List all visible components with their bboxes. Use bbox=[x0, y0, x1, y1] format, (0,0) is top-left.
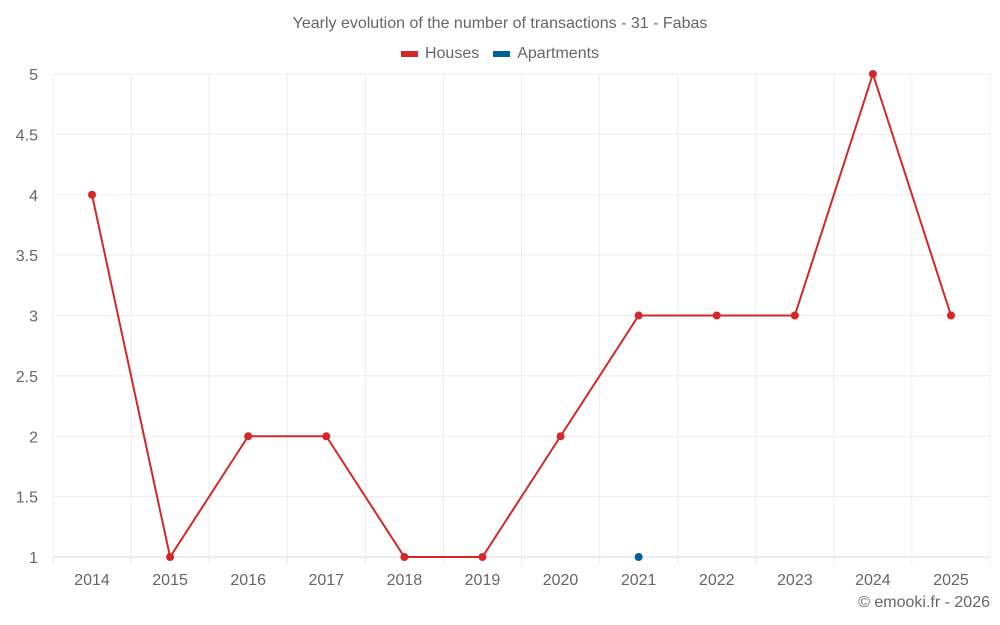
apartments-swatch-icon bbox=[493, 51, 511, 57]
y-tick-label: 5 bbox=[29, 67, 38, 84]
data-point-houses[interactable] bbox=[88, 190, 96, 199]
houses-swatch-icon bbox=[400, 51, 418, 57]
data-point-houses[interactable] bbox=[634, 311, 643, 320]
data-point-houses[interactable] bbox=[868, 70, 877, 78]
y-tick-label: 3.5 bbox=[16, 248, 38, 265]
legend-item-houses[interactable]: Houses bbox=[400, 45, 480, 63]
y-tick-label: 1 bbox=[29, 550, 38, 567]
x-tick-label: 2022 bbox=[699, 572, 735, 589]
y-tick-label: 2.5 bbox=[16, 369, 38, 386]
x-tick-label: 2017 bbox=[308, 572, 344, 589]
series-line-houses bbox=[91, 73, 952, 558]
data-point-houses[interactable] bbox=[790, 311, 799, 320]
legend-label-apartments: Apartments bbox=[517, 45, 600, 62]
x-axis: 2014 2015 2016 2017 2018 2019 2020 2021 2022 2023… bbox=[74, 572, 969, 589]
x-tick-label: 2025 bbox=[933, 572, 969, 589]
y-axis: 1 1.5 2 2.5 3 3.5 4 4.5 5 bbox=[16, 67, 38, 567]
series-layer bbox=[88, 70, 955, 561]
x-tick-label: 2021 bbox=[621, 572, 657, 589]
chart-title: Yearly evolution of the number of transa… bbox=[292, 15, 708, 32]
legend-item-apartments[interactable]: Apartments bbox=[493, 45, 599, 63]
data-point-houses[interactable] bbox=[712, 311, 721, 320]
data-point-apartments[interactable] bbox=[634, 553, 643, 561]
data-point-houses[interactable] bbox=[322, 432, 331, 441]
copyright-credit: © emooki.fr - 2026 bbox=[858, 594, 990, 611]
data-point-houses[interactable] bbox=[400, 553, 409, 561]
y-tick-label: 2 bbox=[29, 429, 38, 446]
x-tick-label: 2019 bbox=[465, 572, 501, 589]
x-tick-label: 2014 bbox=[74, 572, 110, 589]
x-tick-label: 2020 bbox=[543, 572, 579, 589]
data-point-houses[interactable] bbox=[166, 553, 175, 561]
legend-label-houses: Houses bbox=[424, 45, 480, 62]
x-tick-label: 2024 bbox=[855, 572, 891, 589]
data-point-houses[interactable] bbox=[244, 432, 253, 441]
y-tick-label: 1.5 bbox=[16, 490, 38, 507]
y-tick-label: 4 bbox=[29, 188, 38, 205]
data-point-houses[interactable] bbox=[478, 553, 487, 561]
y-tick-label: 3 bbox=[29, 309, 38, 326]
x-tick-label: 2016 bbox=[230, 572, 266, 589]
x-tick-label: 2023 bbox=[777, 572, 813, 589]
data-point-houses[interactable] bbox=[947, 311, 955, 320]
y-tick-label: 4.5 bbox=[16, 127, 38, 144]
x-tick-label: 2018 bbox=[387, 572, 423, 589]
data-point-houses[interactable] bbox=[556, 432, 565, 441]
legend: Houses Apartments bbox=[0, 45, 1000, 63]
x-tick-label: 2015 bbox=[152, 572, 188, 589]
